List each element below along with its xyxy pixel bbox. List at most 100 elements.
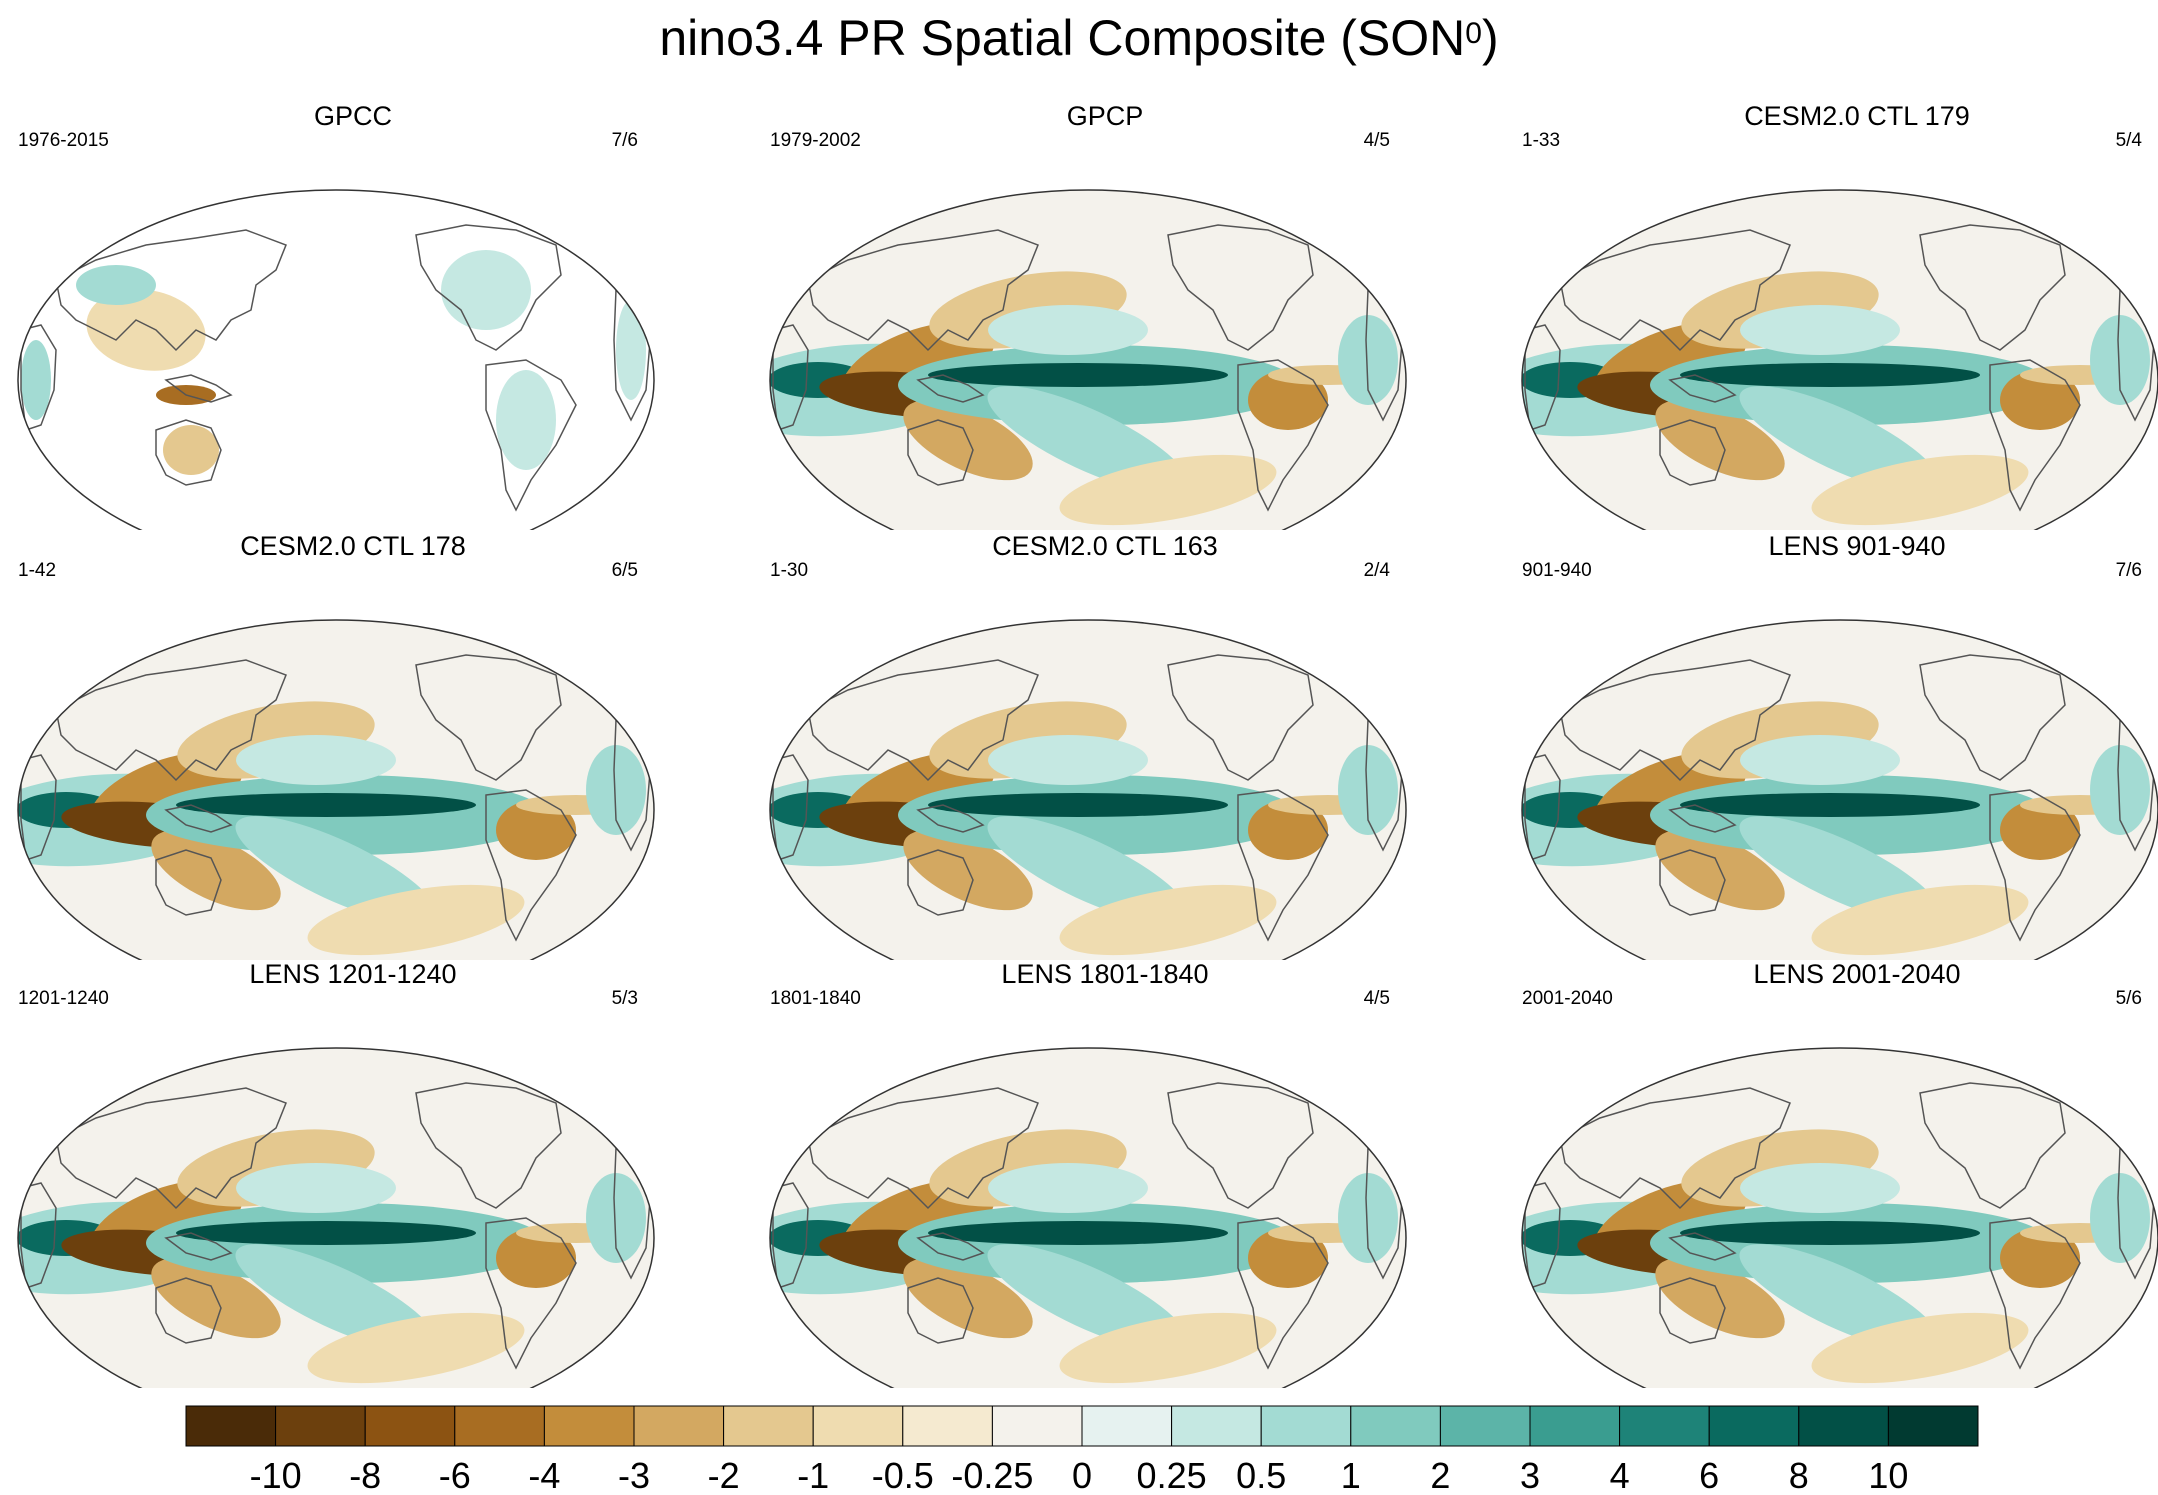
anomaly-east-africa-wet	[1338, 1173, 1398, 1263]
panel-years: 1-30	[770, 560, 809, 581]
panel-years: 2001-2040	[1522, 988, 1613, 1009]
colorbar-tick-label: -6	[439, 1455, 471, 1495]
panel-years: 901-940	[1522, 560, 1592, 581]
coast-africa	[772, 754, 809, 862]
anomaly-field	[18, 647, 652, 956]
colorbar-tick-label: 10	[1868, 1455, 1908, 1495]
coast-africa	[1524, 754, 1561, 862]
panel-ratio: 2/4	[1363, 560, 1390, 581]
panel-title: CESM2.0 CTL 178	[240, 531, 466, 561]
anomaly-east-africa-wet	[586, 1173, 646, 1263]
colorbar-tick-label: -0.25	[951, 1455, 1033, 1495]
map-svg	[1521, 1047, 2158, 1388]
panel-years: 1-33	[1522, 130, 1561, 151]
colorbar-swatch	[185, 1405, 277, 1447]
coast-australia	[907, 419, 974, 486]
chart-title-text: nino3.4 PR Spatial Composite (SON	[659, 10, 1466, 66]
anomaly-north-pacific-wet	[236, 735, 396, 785]
colorbar-swatch	[1439, 1405, 1531, 1447]
coast-maritime	[164, 1232, 233, 1261]
coast-greenland	[2078, 1075, 2121, 1109]
anomaly-equatorial-core	[928, 363, 1228, 387]
colorbar-swatch	[633, 1405, 725, 1447]
chart-title-superscript: 0	[1465, 17, 1482, 50]
anomaly-amazon-dry	[496, 800, 576, 860]
coast-maritime	[916, 1232, 985, 1261]
anomaly-southern-dry	[1059, 454, 1277, 526]
colorbar-tick-label: 0	[1072, 1455, 1092, 1495]
panel-years: 1-42	[18, 560, 57, 581]
coast-australia	[1659, 849, 1726, 916]
colorbar-swatch	[454, 1405, 545, 1447]
anomaly-north-pacific-wet	[988, 305, 1148, 355]
anomaly-amazon-dry	[2000, 370, 2080, 430]
map-panel: CESM2.0 CTL 163 1-30 2/4	[760, 530, 1450, 960]
anomaly-north-pacific-wet	[236, 1163, 396, 1213]
map-outline	[769, 619, 1407, 960]
panel-title: LENS 901-940	[1768, 531, 1946, 561]
anomaly-equatorial-core	[928, 1221, 1228, 1245]
map-svg	[769, 1047, 1407, 1388]
anomaly-north-pacific-wet	[1740, 1163, 1900, 1213]
anomaly-east-africa-wet	[2090, 1173, 2150, 1263]
panel-ratio: 5/6	[2115, 988, 2142, 1009]
colorbar-swatch	[364, 1405, 456, 1447]
coast-asia	[55, 1087, 287, 1210]
coast-north-america	[1919, 224, 2066, 351]
panel-ratio: 7/6	[611, 130, 638, 151]
panel-title: LENS 1201-1240	[249, 959, 457, 989]
colorbar-swatch	[1260, 1405, 1352, 1447]
coast-australia	[1659, 1277, 1726, 1344]
coast-australia	[907, 849, 974, 916]
coast-south-america	[1237, 789, 1329, 942]
coast-maritime	[916, 374, 985, 403]
colorbar-swatch	[991, 1405, 1083, 1447]
anomaly-southern-dry	[1811, 1312, 2029, 1384]
chart-title-close: )	[1481, 10, 1499, 66]
colorbar-swatch	[1798, 1405, 1889, 1447]
map-panel: LENS 901-940 901-940 7/6	[1512, 530, 2158, 960]
colorbar-swatch	[543, 1405, 635, 1447]
anomaly-equatorial-core	[1680, 793, 1980, 817]
anomaly-amazon-dry	[2000, 1228, 2080, 1288]
coast-maritime	[916, 804, 985, 833]
panel-years: 1976-2015	[18, 130, 109, 151]
coast-north-america	[415, 224, 562, 351]
map-svg	[769, 619, 1407, 960]
anomaly-amazon-dry	[1248, 800, 1328, 860]
coast-north-america	[415, 1082, 562, 1209]
coast-asia	[55, 659, 287, 782]
colorbar-tick-label: -8	[349, 1455, 381, 1495]
anomaly-field	[1522, 1075, 2156, 1384]
map-svg	[1521, 189, 2158, 530]
colorbar-swatch	[723, 1405, 814, 1447]
colorbar-swatch	[902, 1405, 993, 1447]
coast-south-america	[485, 789, 577, 942]
panel-title: GPCP	[1066, 101, 1144, 131]
coast-south-america	[1989, 359, 2081, 512]
coast-australia	[155, 419, 222, 486]
coast-greenland	[574, 217, 617, 251]
panel-title: LENS 2001-2040	[1753, 959, 1961, 989]
colorbar-tick-label: 2	[1430, 1455, 1450, 1495]
map-svg	[17, 619, 655, 960]
map-outline	[1521, 1047, 2158, 1388]
coast-asia	[1559, 659, 1791, 782]
colorbar-tick-label: 8	[1789, 1455, 1809, 1495]
coast-asia	[807, 659, 1039, 782]
coast-greenland	[2078, 217, 2121, 251]
coast-north-america	[1919, 1082, 2066, 1209]
map-outline	[769, 189, 1407, 530]
coast-asia	[1559, 1087, 1791, 1210]
colorbar-tick-label: -2	[708, 1455, 740, 1495]
colorbar-swatch	[1887, 1405, 1979, 1447]
colorbar-swatch	[1171, 1405, 1262, 1447]
coast-north-america	[415, 654, 562, 781]
chart-title: nino3.4 PR Spatial Composite (SON0)	[0, 8, 2158, 68]
colorbar-swatch	[1529, 1405, 1621, 1447]
panel-years: 1979-2002	[770, 130, 861, 151]
coast-africa	[20, 754, 57, 862]
anomaly-north-pacific-wet	[1740, 735, 1900, 785]
coast-maritime	[1668, 1232, 1737, 1261]
panel-title: GPCC	[313, 101, 392, 131]
